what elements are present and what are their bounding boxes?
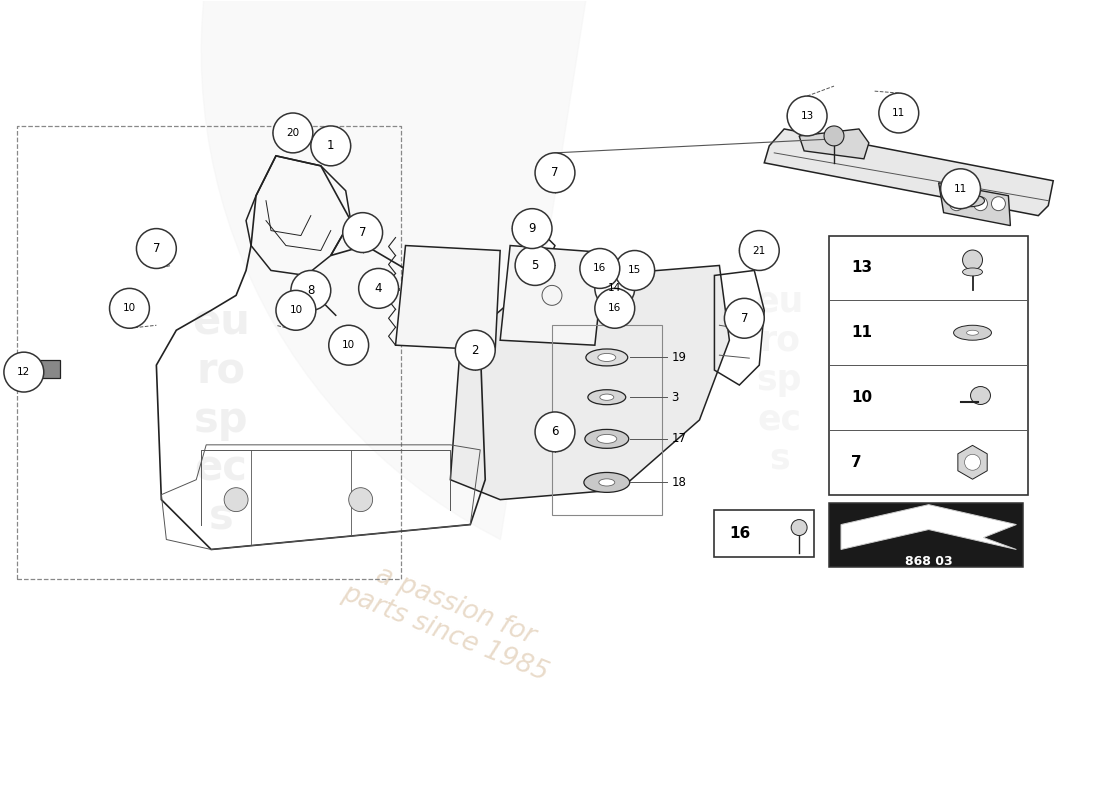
Ellipse shape xyxy=(970,386,990,405)
Circle shape xyxy=(788,96,827,136)
Text: 10: 10 xyxy=(851,390,872,405)
Circle shape xyxy=(615,250,654,290)
Ellipse shape xyxy=(954,326,991,340)
Polygon shape xyxy=(764,129,1053,216)
Text: 11: 11 xyxy=(954,184,967,194)
Ellipse shape xyxy=(600,394,614,400)
Ellipse shape xyxy=(587,390,626,405)
Text: 16: 16 xyxy=(608,303,622,314)
Circle shape xyxy=(513,209,552,249)
Text: 21: 21 xyxy=(752,246,766,255)
Circle shape xyxy=(110,288,150,328)
Text: 16: 16 xyxy=(729,526,750,541)
Bar xyxy=(714,510,814,558)
Polygon shape xyxy=(842,505,1016,550)
Text: 1: 1 xyxy=(327,139,334,152)
Text: 19: 19 xyxy=(672,351,686,364)
Ellipse shape xyxy=(967,330,979,335)
Ellipse shape xyxy=(597,354,616,362)
Circle shape xyxy=(4,352,44,392)
Circle shape xyxy=(940,169,980,209)
Polygon shape xyxy=(201,0,663,539)
Text: 2: 2 xyxy=(472,344,478,357)
Ellipse shape xyxy=(585,430,629,448)
Circle shape xyxy=(455,330,495,370)
Circle shape xyxy=(290,270,331,310)
Circle shape xyxy=(359,269,398,308)
Ellipse shape xyxy=(586,349,628,366)
Text: 3: 3 xyxy=(672,390,679,404)
Text: 10: 10 xyxy=(289,306,302,315)
Polygon shape xyxy=(500,246,605,345)
Text: 13: 13 xyxy=(851,261,872,275)
Circle shape xyxy=(273,113,312,153)
Circle shape xyxy=(962,250,982,270)
Text: 5: 5 xyxy=(531,259,539,272)
Text: 6: 6 xyxy=(551,426,559,438)
Circle shape xyxy=(580,249,619,288)
Text: a passion for
parts since 1985: a passion for parts since 1985 xyxy=(338,552,563,686)
Circle shape xyxy=(879,93,918,133)
Ellipse shape xyxy=(598,479,615,486)
Text: 9: 9 xyxy=(528,222,536,235)
Text: 10: 10 xyxy=(123,303,136,314)
Text: 15: 15 xyxy=(628,266,641,275)
Circle shape xyxy=(991,197,1005,210)
Bar xyxy=(829,235,1028,494)
Polygon shape xyxy=(958,446,987,479)
Circle shape xyxy=(974,197,988,210)
Polygon shape xyxy=(938,182,1011,226)
Text: 868 03: 868 03 xyxy=(905,555,953,568)
Circle shape xyxy=(965,454,980,470)
Circle shape xyxy=(739,230,779,270)
Text: 17: 17 xyxy=(672,432,686,446)
Text: 7: 7 xyxy=(359,226,366,239)
Polygon shape xyxy=(396,246,500,350)
Text: eu
ro
sp
ec
s: eu ro sp ec s xyxy=(192,302,250,538)
Ellipse shape xyxy=(597,434,617,443)
Ellipse shape xyxy=(962,268,982,276)
Text: 11: 11 xyxy=(851,326,872,340)
Circle shape xyxy=(791,519,807,535)
Ellipse shape xyxy=(957,194,984,206)
Text: 14: 14 xyxy=(608,283,622,294)
Text: 7: 7 xyxy=(551,166,559,179)
Circle shape xyxy=(343,213,383,253)
Bar xyxy=(552,326,661,514)
Circle shape xyxy=(136,229,176,269)
Circle shape xyxy=(725,298,764,338)
Circle shape xyxy=(595,269,635,308)
Ellipse shape xyxy=(584,473,629,492)
Polygon shape xyxy=(450,266,729,500)
Text: 18: 18 xyxy=(672,476,686,489)
Circle shape xyxy=(535,153,575,193)
Text: 4: 4 xyxy=(375,282,383,295)
Text: 16: 16 xyxy=(593,263,606,274)
Circle shape xyxy=(824,126,844,146)
Text: 11: 11 xyxy=(892,108,905,118)
Text: 7: 7 xyxy=(740,312,748,325)
Circle shape xyxy=(949,197,964,210)
Bar xyxy=(32,360,59,378)
Text: 20: 20 xyxy=(286,128,299,138)
Circle shape xyxy=(535,412,575,452)
Polygon shape xyxy=(799,129,869,159)
Text: 8: 8 xyxy=(307,284,315,297)
Text: 10: 10 xyxy=(342,340,355,350)
Circle shape xyxy=(224,488,249,512)
Text: 12: 12 xyxy=(18,367,31,377)
Circle shape xyxy=(515,246,556,286)
Text: 7: 7 xyxy=(851,454,861,470)
Circle shape xyxy=(349,488,373,512)
Circle shape xyxy=(276,290,316,330)
Text: eu
ro
sp
ec
s: eu ro sp ec s xyxy=(755,284,803,476)
Circle shape xyxy=(595,288,635,328)
Text: 13: 13 xyxy=(801,111,814,121)
Circle shape xyxy=(329,326,368,365)
Circle shape xyxy=(311,126,351,166)
Text: 7: 7 xyxy=(153,242,161,255)
Bar xyxy=(829,502,1023,567)
